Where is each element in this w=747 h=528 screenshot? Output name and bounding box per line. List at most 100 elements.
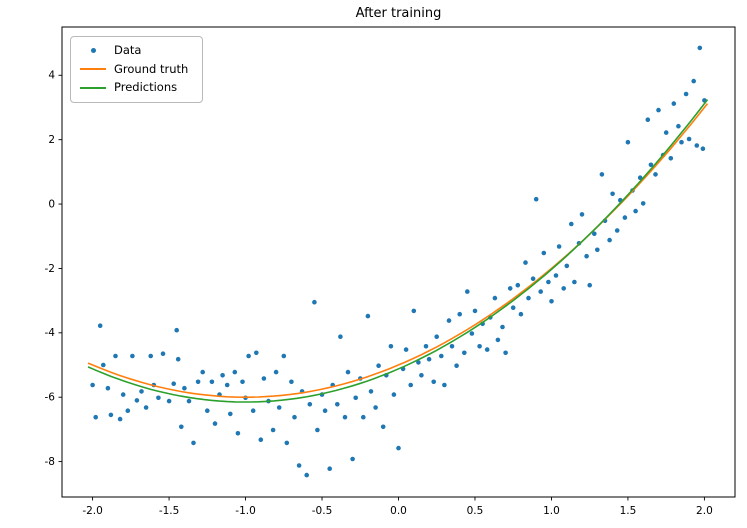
scatter-point: [648, 162, 654, 168]
x-tick-label: 0.0: [390, 505, 407, 517]
scatter-point: [423, 344, 429, 349]
scatter-point: [353, 395, 359, 401]
scatter-point: [454, 363, 459, 369]
scatter-point: [195, 379, 201, 385]
data-marker-handle: [80, 46, 106, 56]
scatter-point: [503, 350, 508, 356]
legend-label-predictions: Predictions: [114, 80, 178, 94]
scatter-point: [174, 327, 179, 333]
y-tick-label: 0: [48, 198, 55, 210]
scatter-point: [350, 456, 355, 462]
scatter-point: [645, 117, 651, 122]
scatter-point: [653, 172, 658, 177]
scatter-point: [663, 130, 669, 135]
x-tick-label: 2.0: [696, 505, 713, 517]
scatter-point: [205, 408, 210, 414]
scatter-point: [175, 356, 181, 362]
scatter-point: [322, 408, 328, 414]
scatter-point: [446, 318, 452, 323]
scatter-point: [599, 172, 605, 177]
scatter-point: [411, 308, 417, 314]
scatter-point: [166, 398, 172, 404]
scatter-point: [546, 279, 551, 285]
scatter-point: [134, 398, 140, 403]
scatter-point: [139, 389, 144, 394]
scatter-point: [113, 353, 118, 359]
scatter-point: [439, 353, 444, 359]
x-tick-label: 0.5: [467, 505, 484, 517]
scatter-point: [553, 273, 559, 278]
scatter-point: [633, 208, 638, 214]
scatter-point: [276, 405, 282, 410]
scatter-point: [292, 414, 297, 420]
scatter-point: [224, 382, 230, 388]
x-tick-label: -1.5: [159, 505, 180, 517]
scatter-point: [391, 392, 397, 397]
scatter-point: [579, 212, 585, 217]
scatter-point: [484, 347, 490, 352]
scatter-point: [376, 363, 381, 369]
scatter-point: [595, 247, 600, 253]
scatter-point: [569, 221, 574, 227]
scatter-point: [679, 139, 684, 145]
scatter-point: [530, 276, 536, 282]
y-tick-label: -8: [45, 456, 55, 468]
scatter-point: [564, 263, 570, 269]
scatter-point: [171, 381, 176, 387]
scatter-point: [515, 282, 521, 288]
legend-item-data: Data: [80, 44, 188, 57]
scatter-point: [449, 344, 455, 349]
scatter-point: [477, 344, 482, 349]
scatter-point: [640, 201, 646, 206]
x-tick-label: -1.0: [235, 505, 256, 517]
scatter-point: [434, 334, 440, 340]
scatter-point: [625, 139, 631, 145]
scatter-point: [538, 289, 543, 294]
scatter-point: [105, 385, 111, 391]
legend-label-ground-truth: Ground truth: [114, 61, 189, 76]
scatter-point: [380, 424, 386, 430]
scatter-point: [561, 286, 566, 291]
scatter-point: [191, 440, 196, 446]
scatter-point: [500, 324, 505, 330]
y-tick-label: 2: [48, 134, 55, 146]
plot-border: [61, 26, 736, 498]
scatter-point: [108, 412, 114, 418]
predictions-line-icon: [80, 86, 106, 89]
scatter-point: [304, 472, 310, 478]
scatter-point: [510, 305, 516, 311]
scatter-point: [431, 379, 437, 385]
ground-truth-line: [87, 103, 709, 399]
scatter-point: [212, 421, 218, 426]
scatter-point: [584, 253, 589, 259]
scatter-point: [622, 215, 628, 220]
scatter-point: [220, 373, 225, 378]
scatter-point: [261, 376, 267, 381]
scatter-point: [668, 156, 674, 161]
scatter-point: [572, 279, 577, 285]
chart-title: After training: [355, 6, 442, 21]
scatter-point: [315, 427, 320, 433]
scatter-point: [160, 351, 166, 357]
scatter-point: [408, 382, 414, 388]
scatter-point: [656, 107, 661, 113]
predictions-line: [87, 99, 709, 403]
scatter-point: [541, 250, 547, 256]
predictions-line-handle: [80, 83, 106, 93]
scatter-point: [125, 408, 131, 414]
scatter-point: [694, 143, 700, 148]
scatter-point: [327, 466, 333, 472]
scatter-point: [342, 414, 348, 420]
scatter-point: [97, 323, 103, 329]
scatter-point: [614, 228, 620, 233]
scatter-point: [120, 392, 126, 397]
legend: Data Ground truth Predictions: [70, 36, 204, 103]
scatter-point: [526, 295, 531, 301]
scatter-point: [533, 196, 539, 202]
scatter-point: [469, 331, 475, 336]
x-tick-label: 1.0: [543, 505, 560, 517]
scatter-point: [671, 101, 677, 106]
scatter-point: [426, 356, 432, 362]
